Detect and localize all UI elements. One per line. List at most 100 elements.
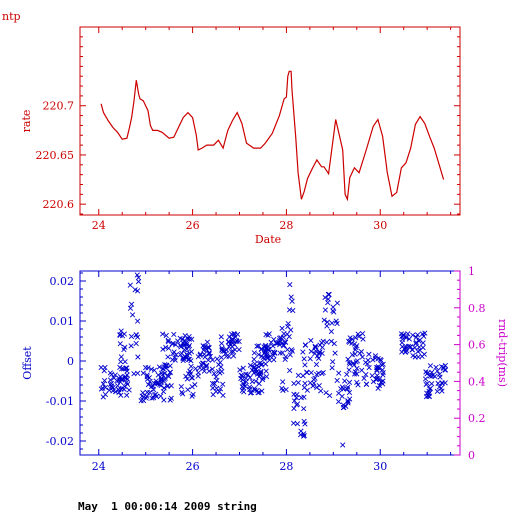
offset-point [346,367,352,373]
offset-point [179,389,185,395]
offset-point-stroke [314,371,320,378]
offset-point [144,389,150,396]
offset-point [266,357,273,363]
rate-chart-frame [79,26,461,216]
offset-point-stroke [228,349,234,355]
offset-point-stroke [429,369,435,375]
offset-point [117,332,123,339]
offset-point-stroke [243,379,249,385]
offset-point-stroke [158,393,164,399]
offset-point-stroke [350,360,357,366]
offset-point-stroke [153,380,159,386]
offset-point-stroke [161,385,167,391]
offset-point [259,388,265,394]
offset-point-stroke [201,351,207,357]
offset-point-stroke [118,392,124,398]
offset-point [301,406,307,412]
offset-point [173,352,179,358]
offset-point [425,369,431,376]
rnd-trip-tick-label: 0.6 [468,339,486,352]
offset-point-stroke [325,296,331,302]
offset-series-points [98,272,449,448]
offset-point-stroke [264,374,270,380]
offset-point-stroke [287,281,293,288]
offset-point-stroke [321,317,327,323]
offset-point-stroke [283,387,289,393]
rnd-trip-tick-label: 0.8 [468,302,486,315]
offset-point [145,365,151,371]
offset-point-stroke [300,349,306,355]
offset-point [111,375,117,381]
offset-point [188,363,194,369]
offset-point-stroke [308,348,314,354]
offset-point [251,350,257,356]
offset-point [434,388,440,394]
offset-point [251,356,257,362]
offset-point-stroke [251,350,257,356]
offset-point [329,320,335,326]
offset-point [256,373,262,380]
offset-point [163,362,169,368]
offset-point-stroke [123,365,129,371]
offset-point [339,393,345,399]
offset-point [218,364,224,370]
offset-point-stroke [197,365,203,371]
offset-point-stroke [248,390,255,396]
offset-point [218,334,224,340]
offset-point-stroke [324,319,331,325]
offset-point [163,332,169,339]
offset-point [293,395,300,401]
offset-point [118,354,124,360]
offset-point-stroke [369,373,375,379]
offset-chart-ticks [80,271,452,455]
offset-y-tick-label: -0.01 [46,395,74,408]
offset-point [207,353,213,360]
offset-point-stroke [186,343,193,349]
offset-point [344,371,350,378]
offset-point [117,364,123,371]
offset-point [345,398,351,405]
offset-point [434,368,440,374]
offset-point-stroke [256,352,262,358]
offset-point-stroke [339,384,346,390]
offset-point-stroke [188,363,194,369]
offset-point [188,349,195,355]
offset-point-stroke [189,393,195,399]
offset-point [100,394,106,400]
offset-point-stroke [413,339,419,346]
offset-point [228,349,234,355]
rnd-trip-tick-label: 0.4 [468,375,486,388]
offset-point-stroke [432,373,438,379]
offset-point-stroke [429,381,435,387]
offset-point-stroke [180,357,186,364]
offset-point [372,355,379,361]
offset-point-stroke [158,377,164,384]
offset-point-stroke [425,369,431,376]
offset-point-stroke [118,328,124,334]
offset-point-stroke [219,340,225,346]
offset-point-stroke [225,339,231,345]
offset-point-stroke [344,386,351,392]
offset-point [206,351,212,357]
offset-point-stroke [287,367,293,374]
offset-point-stroke [304,370,310,376]
offset-point [101,377,108,384]
offset-point [201,368,207,374]
offset-point-stroke [127,282,133,288]
offset-point [134,318,141,324]
offset-point [132,287,138,293]
offset-point [134,272,140,278]
offset-point [262,342,269,348]
offset-point-stroke [161,397,167,403]
offset-point [314,371,320,378]
offset-point [267,353,274,359]
offset-point-stroke [201,368,207,374]
offset-point-stroke [285,323,291,330]
offset-point-stroke [340,386,347,392]
offset-point-stroke [187,368,193,374]
offset-point-stroke [324,339,330,345]
offset-point-stroke [414,332,421,338]
offset-point [162,362,168,368]
offset-point-stroke [181,342,187,349]
offset-point-stroke [314,384,320,391]
